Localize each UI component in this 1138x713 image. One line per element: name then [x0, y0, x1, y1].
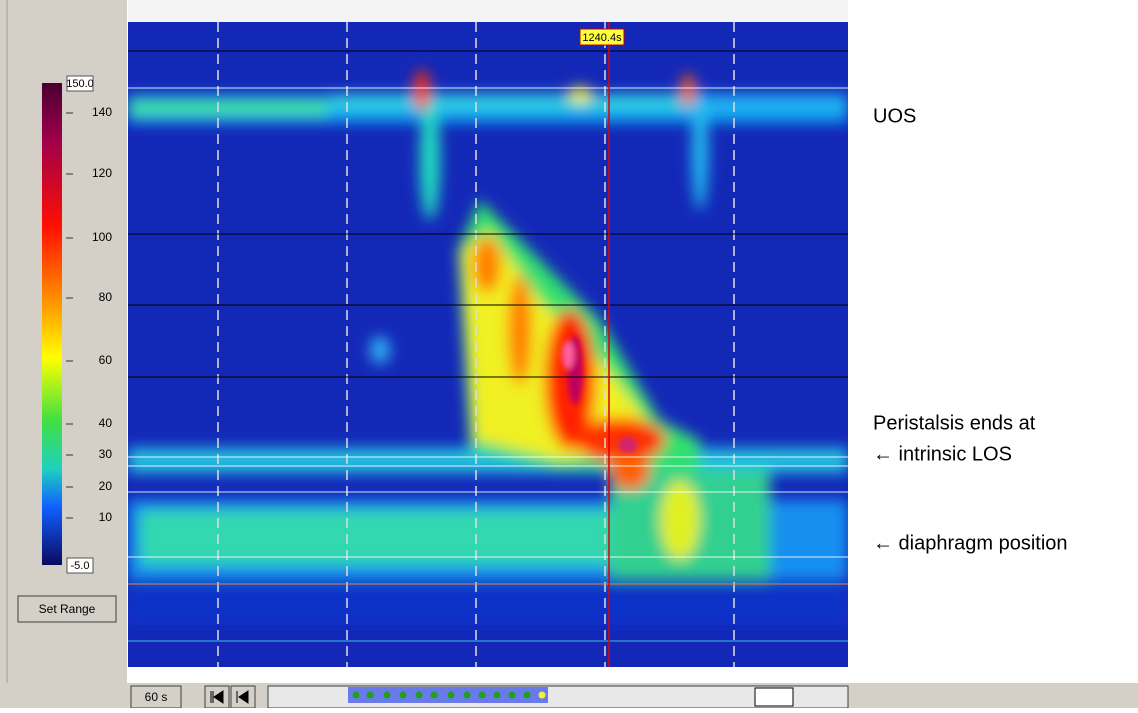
annotation: ← diaphragm position [873, 532, 1068, 554]
tick-label: 30 [99, 447, 113, 461]
time-ruler [128, 0, 848, 22]
window-label: 60 s [145, 690, 168, 704]
event-dot [447, 691, 455, 699]
min-label: -5.0 [71, 560, 90, 572]
event-dot [415, 691, 423, 699]
pressure-region [330, 94, 690, 110]
navigator-thumb[interactable] [754, 687, 794, 707]
annotation: Peristalsis ends at [873, 412, 1036, 434]
event-dot [366, 691, 374, 699]
pressure-region [508, 275, 532, 385]
min-box[interactable] [66, 557, 94, 574]
event-dot [399, 691, 407, 699]
pressure-region [610, 450, 650, 490]
event-dot [523, 691, 531, 699]
event-dot [430, 691, 438, 699]
tick-label: 40 [99, 416, 113, 430]
pressure-peak [618, 437, 638, 453]
pressure-region [414, 70, 430, 110]
event-dot [463, 691, 471, 699]
pressure-region [660, 480, 700, 560]
prev-icon [236, 690, 249, 704]
toolbar-left [1, 683, 128, 708]
set-range-label: Set Range [39, 602, 96, 616]
pressure-region [370, 336, 390, 364]
tick-label: 80 [99, 290, 113, 304]
event-dot [508, 691, 516, 699]
max-label: 150.0 [66, 78, 94, 90]
event-dot [538, 691, 546, 699]
annotation: ← intrinsic LOS [873, 443, 1012, 465]
pressure-peak [562, 341, 574, 369]
tick-label: 60 [99, 353, 113, 367]
cursor-label-box[interactable] [579, 28, 625, 46]
pressure-region [420, 100, 440, 220]
color-scale [42, 83, 62, 565]
set-range-button[interactable] [17, 595, 117, 623]
pressure-region [692, 90, 708, 210]
tick-label: 120 [92, 166, 112, 180]
tick-label: 140 [92, 105, 112, 119]
event-dot [493, 691, 501, 699]
tick-label: 100 [92, 230, 112, 244]
event-dot [383, 691, 391, 699]
pressure-region [128, 100, 328, 116]
pressure-region [681, 74, 695, 106]
pressure-region [575, 418, 665, 462]
pressure-region [473, 237, 501, 293]
pressure-region [568, 87, 592, 103]
tick-label: 20 [99, 479, 113, 493]
left-panel [0, 0, 127, 708]
annotation: UOS [873, 105, 916, 127]
first-icon [210, 690, 224, 704]
bottom-ruler [128, 667, 848, 683]
pressure-region [690, 94, 848, 112]
pressure-region [128, 585, 848, 625]
pressure-plot [128, 22, 848, 667]
tick-label: 10 [99, 510, 113, 524]
event-dot [478, 691, 486, 699]
cursor-label: 1240.4s [582, 32, 622, 44]
event-dot [352, 691, 360, 699]
max-box[interactable] [66, 75, 94, 92]
